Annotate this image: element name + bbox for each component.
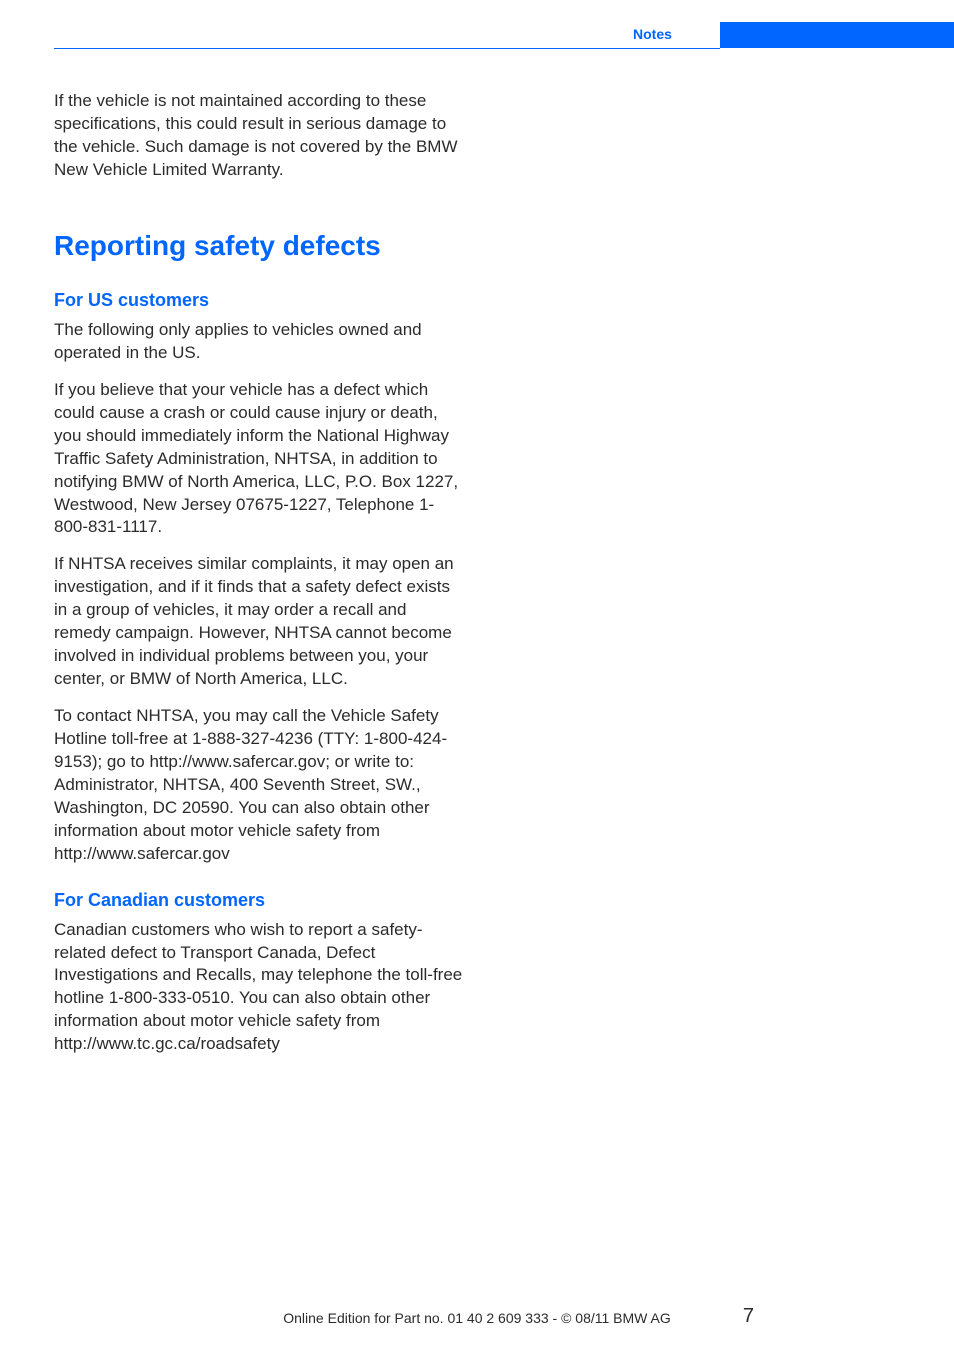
content-column: If the vehicle is not maintained accordi… bbox=[54, 90, 464, 1080]
footer-text: Online Edition for Part no. 01 40 2 609 … bbox=[0, 1310, 954, 1326]
us-section: For US customers The following only appl… bbox=[54, 290, 464, 866]
intro-paragraph: If the vehicle is not maintained accordi… bbox=[54, 90, 464, 182]
ca-paragraph-1: Canadian customers who wish to report a … bbox=[54, 919, 464, 1057]
us-paragraph-4: To contact NHTSA, you may call the Vehic… bbox=[54, 705, 464, 866]
ca-heading: For Canadian customers bbox=[54, 890, 464, 911]
us-paragraph-2: If you believe that your vehicle has a d… bbox=[54, 379, 464, 540]
section-heading-reporting-safety-defects: Reporting safety defects bbox=[54, 230, 464, 262]
header-section-label: Notes bbox=[633, 26, 672, 42]
page-number: 7 bbox=[743, 1305, 754, 1328]
header-bar: Notes bbox=[0, 22, 954, 48]
header-rule bbox=[54, 48, 720, 49]
us-paragraph-1: The following only applies to vehicles o… bbox=[54, 319, 464, 365]
us-paragraph-3: If NHTSA receives similar complaints, it… bbox=[54, 553, 464, 691]
ca-section: For Canadian customers Canadian customer… bbox=[54, 890, 464, 1057]
us-heading: For US customers bbox=[54, 290, 464, 311]
header-tab bbox=[720, 22, 954, 48]
page: Notes If the vehicle is not maintained a… bbox=[0, 0, 954, 1352]
